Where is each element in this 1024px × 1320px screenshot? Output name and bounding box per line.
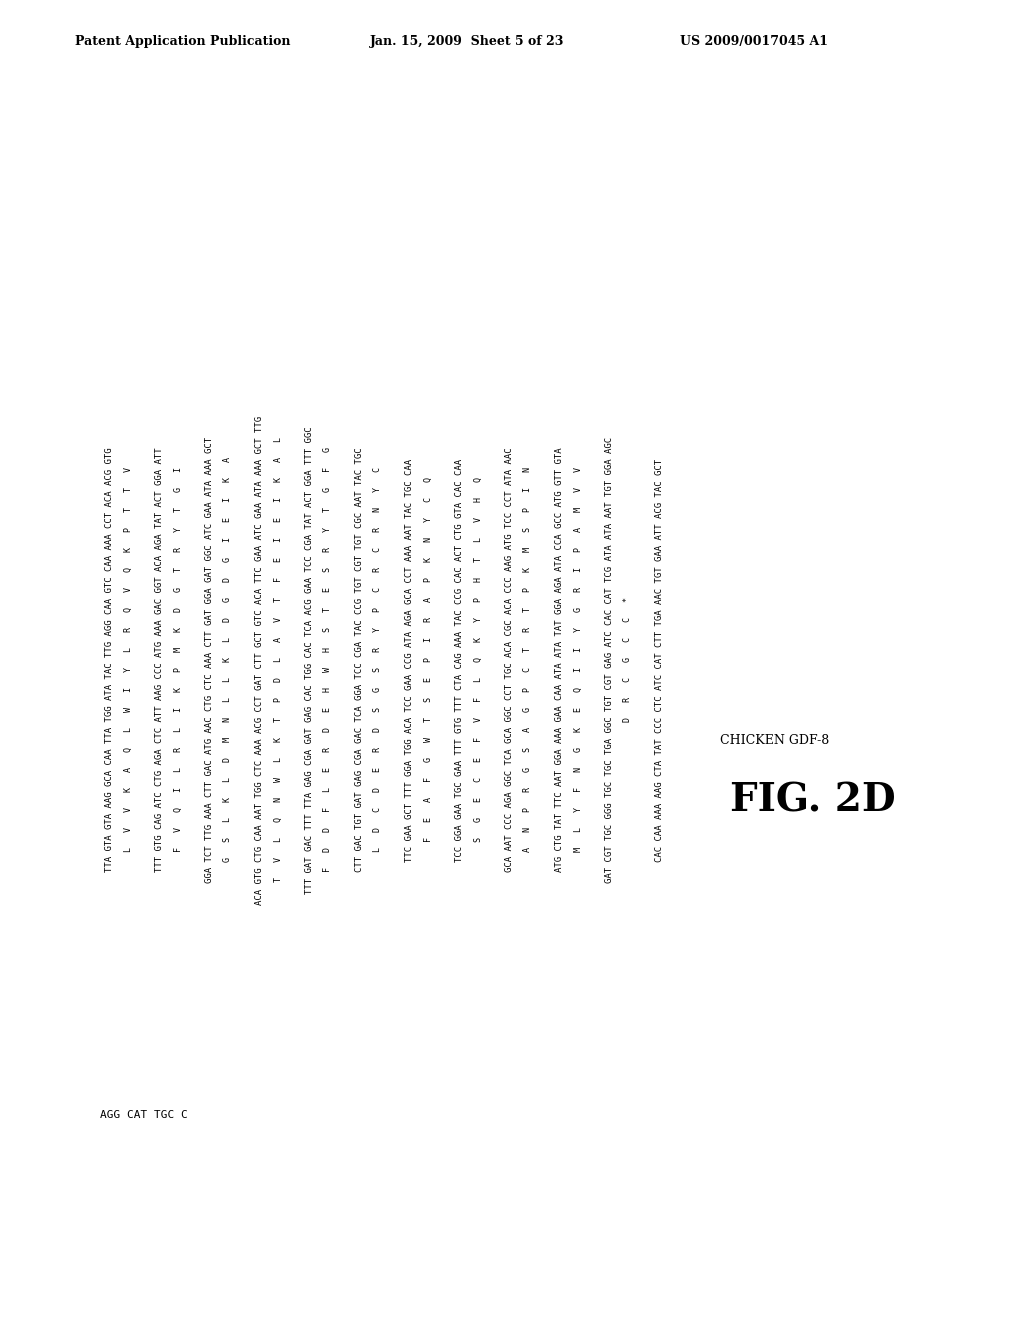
Text: T   V   L   Q   N   W   L   K   T   P   D   L   A   V   T   F   E   I   E   I   : T V L Q N W L K T P D L A V T F E I E I — [273, 437, 283, 883]
Text: F   V   Q   I   L   R   L   I   K   P   M   K   D   G   T   R   Y   T   G   I: F V Q I L R L I K P M K D G T R Y T G I — [173, 467, 182, 853]
Text: TCC GGA GAA TGC GAA TTT GTG TTT CTA CAG AAA TAC CCG CAC ACT CTG GTA CAC CAA: TCC GGA GAA TGC GAA TTT GTG TTT CTA CAG … — [456, 458, 465, 862]
Text: L   D   C   D   E   R   D   S   G   S   R   Y   P   C   R   C   R   N   Y   C: L D C D E R D S G S R Y P C R C R N Y C — [374, 467, 383, 853]
Text: CTT GAC TGT GAT GAG CGA GAC TCA GGA TCC CGA TAC CCG TGT CGT TGT CGC AAT TAC TGC: CTT GAC TGT GAT GAG CGA GAC TCA GGA TCC … — [355, 447, 365, 873]
Text: GAT CGT TGC GGG TGC TGC TGA GGC TGT CGT GAG ATC CAC CAT TCG ATA ATA AAT TGT GGA : GAT CGT TGC GGG TGC TGC TGA GGC TGT CGT … — [605, 437, 614, 883]
Text: TTT GAT GAC TTT TTA GAG CGA GAT GAG CAC TGG CAC TCA ACG GAA TCC CGA TAT ACT GGA : TTT GAT GAC TTT TTA GAG CGA GAT GAG CAC … — [305, 426, 314, 894]
Text: GGA TCT TTG AAA CTT GAC ATG AAC CTG CTC AAA CTT GAT GGA GAT GGC ATC GAA ATA AAA : GGA TCT TTG AAA CTT GAC ATG AAC CTG CTC … — [206, 437, 214, 883]
Text: S   G   E   C   E   F   V   F   L   Q   K   Y   P   H   T   L   V   H   Q: S G E C E F V F L Q K Y P H T L V H Q — [473, 478, 482, 842]
Text: F   D   D   F   L   E   R   D   E   H   W   H   S   T   E   S   R   Y   T   G   : F D D F L E R D E H W H S T E S R Y T G — [324, 447, 333, 873]
Text: TTC GAA GCT TTT GGA TGG ACA TCC GAA CCG ATA AGA GCA CCT AAA AAT TAC TGC CAA: TTC GAA GCT TTT GGA TGG ACA TCC GAA CCG … — [406, 458, 415, 862]
Text: F   E   A   F   G   W   T   S   E   P   I   R   A   P   K   N   Y   C   Q: F E A F G W T S E P I R A P K N Y C Q — [424, 478, 432, 842]
Text: G   S   L   K   L   D   M   N   L   L   K   L   D   G   D   G   I   E   I   K   : G S L K L D M N L L K L D G D G I E I K — [223, 458, 232, 862]
Text: US 2009/0017045 A1: US 2009/0017045 A1 — [680, 36, 828, 48]
Text: ACA GTG CTG CAA AAT TGG CTC AAA ACG CCT GAT CTT GCT GTC ACA TTC GAA ATC GAA ATA : ACA GTG CTG CAA AAT TGG CTC AAA ACG CCT … — [256, 416, 264, 904]
Text: TTA GTA GTA AAG GCA CAA TTA TGG ATA TAC TTG AGG CAA GTC CAA AAA CCT ACA ACG GTG: TTA GTA GTA AAG GCA CAA TTA TGG ATA TAC … — [105, 447, 115, 873]
Text: FIG. 2D: FIG. 2D — [730, 781, 896, 818]
Text: Patent Application Publication: Patent Application Publication — [75, 36, 291, 48]
Text: CAC CAA AAA AAG CTA TAT CCC CTC ATC CAT CTT TGA AAC TGT GAA ATT ACG TAC GCT: CAC CAA AAA AAG CTA TAT CCC CTC ATC CAT … — [655, 458, 665, 862]
Text: L   V   V   K   A   Q   L   W   I   Y   L   R   Q   V   Q   K   P   T   T   V: L V V K A Q L W I Y L R Q V Q K P T T V — [124, 467, 132, 853]
Text: M   L   Y   F   N   G   K   E   Q   I   I   Y   G   R   I   P   A   M   V   V: M L Y F N G K E Q I I Y G R I P A M V V — [573, 467, 583, 853]
Text: AGG CAT TGC C: AGG CAT TGC C — [100, 1110, 187, 1119]
Text: Jan. 15, 2009  Sheet 5 of 23: Jan. 15, 2009 Sheet 5 of 23 — [370, 36, 564, 48]
Text: TTT GTG CAG ATC CTG AGA CTC ATT AAG CCC ATG AAA GAC GGT ACA AGA TAT ACT GGA ATT: TTT GTG CAG ATC CTG AGA CTC ATT AAG CCC … — [156, 447, 165, 873]
Text: GCA AAT CCC AGA GGC TCA GCA GGC CCT TGC ACA CGC ACA CCC AAG ATG TCC CCT ATA AAC: GCA AAT CCC AGA GGC TCA GCA GGC CCT TGC … — [506, 447, 514, 873]
Text: D   R   C   G   C   C   *: D R C G C C * — [624, 598, 633, 722]
Text: ATG CTG TAT TTC AAT GGA AAA GAA CAA ATA ATA TAT GGA AGA ATA CCA GCC ATG GTT GTA: ATG CTG TAT TTC AAT GGA AAA GAA CAA ATA … — [555, 447, 564, 873]
Text: A   N   P   R   G   S   A   G   P   C   T   R   T   P   K   M   S   P   I   N: A N P R G S A G P C T R T P K M S P I N — [523, 467, 532, 853]
Text: CHICKEN GDF-8: CHICKEN GDF-8 — [720, 734, 829, 747]
